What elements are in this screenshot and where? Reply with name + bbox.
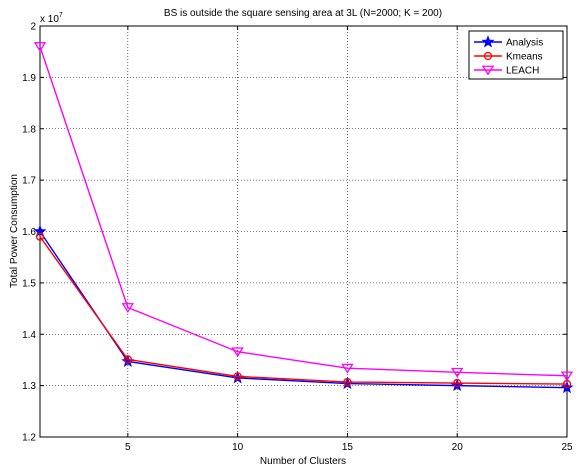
data-point-leach [33,42,47,53]
data-point-kmeans [123,355,132,364]
y-axis-multiplier: x 107 [40,12,63,25]
data-point-leach [451,367,464,378]
y-tick-label: 1.9 [22,73,36,84]
y-multiplier-base: x 10 [40,14,59,25]
legend-label-kmeans: Kmeans [506,52,543,63]
legend-label-analysis: Analysis [506,38,543,49]
y-tick-label: 1.6 [22,227,36,238]
series-group [33,42,574,394]
data-point-kmeans [453,378,462,388]
series-leach [33,42,574,382]
x-tick-label: 25 [561,442,573,453]
y-tick-label: 1.4 [22,330,36,341]
legend: Analysis Kmeans LEACH [468,30,564,80]
x-tick-label: 5 [125,442,131,453]
data-point-leach [121,303,135,314]
data-point-kmeans [35,232,45,241]
data-point-leach [341,363,354,374]
x-tick-label: 20 [452,442,464,453]
y-tick-label: 1.8 [22,124,36,135]
y-tick-label: 1.5 [22,278,36,289]
y-axis-label: Total Power Consumption [9,174,20,288]
y-tick-label: 1.7 [22,176,36,187]
legend-marker-kmeans [483,51,493,61]
legend-marker-analysis [481,35,495,48]
y-tick-label: 1.3 [22,381,36,392]
x-tick-label: 15 [342,442,354,453]
y-tick-label: 1.2 [22,433,36,444]
chart-title: BS is outside the square sensing area at… [164,8,442,19]
data-point-leach [231,347,244,358]
data-point-analysis [33,224,47,238]
data-point-kmeans [343,377,352,387]
data-point-leach [560,371,574,382]
legend-marker-leach [481,65,495,76]
series-line-kmeans [39,236,568,385]
y-multiplier-exponent: 7 [59,12,63,19]
series-line-leach [39,46,568,377]
x-axis-label: Number of Clusters [260,456,346,467]
data-point-kmeans [233,372,242,381]
x-tick-label: 10 [232,442,244,453]
y-tick-label: 2 [30,22,36,33]
legend-label-leach: LEACH [506,66,539,77]
